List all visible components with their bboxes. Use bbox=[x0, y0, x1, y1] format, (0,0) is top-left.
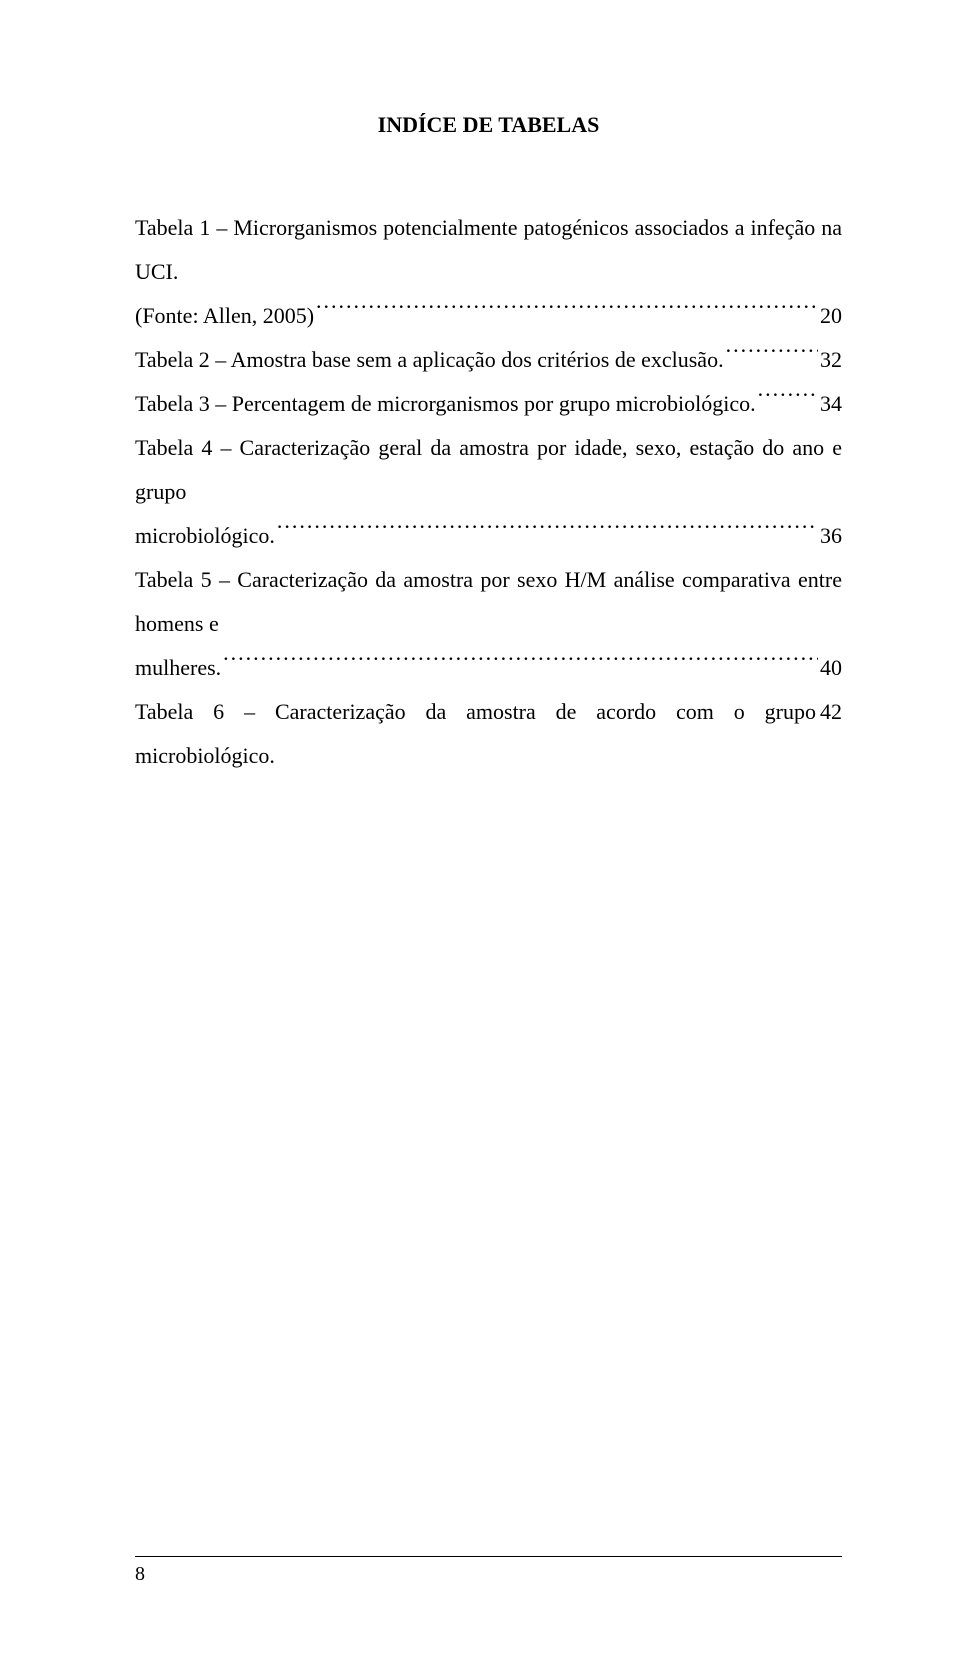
page-footer: 8 bbox=[135, 1556, 842, 1586]
toc-entry-text: Tabela 6 – Caracterização da amostra de … bbox=[135, 690, 816, 778]
toc-entry-text: mulheres. bbox=[135, 646, 221, 690]
toc-entry: Tabela 4 – Caracterização geral da amost… bbox=[135, 426, 842, 558]
document-page: INDÍCE DE TABELAS Tabela 1 – Microrganis… bbox=[0, 0, 960, 1666]
toc-leader-dots bbox=[316, 301, 818, 323]
toc-entry-text: (Fonte: Allen, 2005) bbox=[135, 294, 314, 338]
toc-entry: Tabela 3 – Percentagem de microrganismos… bbox=[135, 382, 842, 426]
toc-leader-dots bbox=[223, 653, 818, 675]
toc-entry: Tabela 2 – Amostra base sem a aplicação … bbox=[135, 338, 842, 382]
toc-leader-dots bbox=[758, 389, 818, 411]
toc-page-number: 40 bbox=[820, 646, 842, 690]
toc-page-number: 34 bbox=[820, 382, 842, 426]
toc-entry: Tabela 1 – Microrganismos potencialmente… bbox=[135, 206, 842, 338]
toc-page-number: 32 bbox=[820, 338, 842, 382]
toc-page-number: 36 bbox=[820, 514, 842, 558]
toc-entry-text: Tabela 5 – Caracterização da amostra por… bbox=[135, 558, 842, 646]
toc-entry-text: Tabela 4 – Caracterização geral da amost… bbox=[135, 426, 842, 514]
toc-entry-text: Tabela 3 – Percentagem de microrganismos… bbox=[135, 382, 756, 426]
toc-entry-text: Tabela 1 – Microrganismos potencialmente… bbox=[135, 206, 842, 294]
toc-page-number: 20 bbox=[820, 294, 842, 338]
toc-leader-dots bbox=[277, 521, 818, 543]
footer-rule bbox=[135, 1556, 842, 1557]
footer-page-number: 8 bbox=[135, 1563, 842, 1586]
toc-page-number: 42 bbox=[820, 690, 842, 734]
toc-entry-text: microbiológico. bbox=[135, 514, 275, 558]
toc-leader-dots bbox=[726, 345, 818, 367]
toc-entry-text: Tabela 2 – Amostra base sem a aplicação … bbox=[135, 338, 724, 382]
toc-entry: Tabela 5 – Caracterização da amostra por… bbox=[135, 558, 842, 690]
page-title: INDÍCE DE TABELAS bbox=[135, 112, 842, 138]
toc-entry: Tabela 6 – Caracterização da amostra de … bbox=[135, 690, 842, 778]
